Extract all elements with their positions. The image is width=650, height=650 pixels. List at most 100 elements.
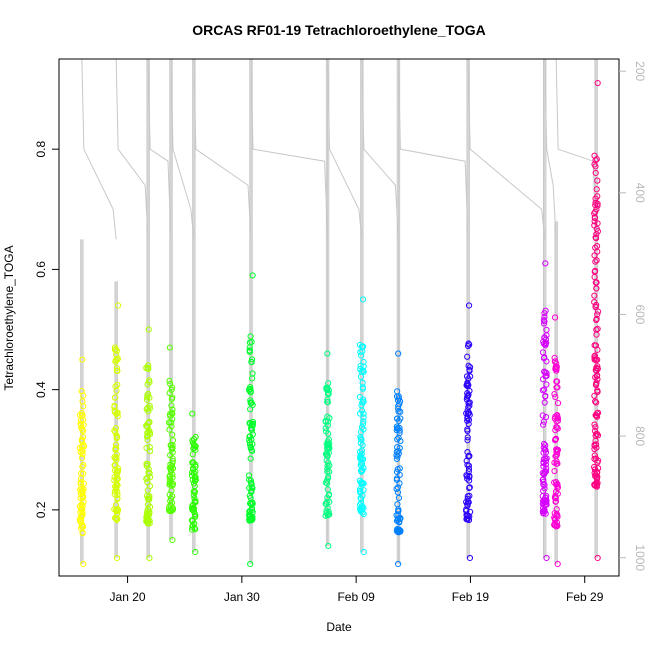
- data-point: [114, 413, 121, 420]
- data-point: [464, 390, 471, 397]
- data-point: [594, 413, 601, 420]
- y-tick-label: 0.2: [34, 501, 48, 518]
- transit-trace: [115, 58, 149, 240]
- right-y-tick-label: 1000: [633, 544, 647, 571]
- data-point: [247, 441, 254, 448]
- data-point: [463, 410, 470, 417]
- data-point: [551, 415, 558, 422]
- data-point: [324, 440, 332, 448]
- data-point: [80, 461, 87, 469]
- data-point: [111, 488, 118, 495]
- data-point: [542, 340, 549, 347]
- data-point: [169, 465, 177, 472]
- data-point: [553, 366, 560, 373]
- data-point: [169, 449, 176, 456]
- data-point: [466, 484, 473, 492]
- data-point: [189, 459, 196, 466]
- data-point: [143, 475, 150, 482]
- data-point: [326, 498, 333, 506]
- data-point: [394, 489, 402, 496]
- data-point: [554, 384, 561, 391]
- data-point: [591, 268, 598, 275]
- data-point: [465, 400, 472, 407]
- data-point: [113, 468, 120, 475]
- data-point: [248, 358, 255, 365]
- data-point: [192, 433, 199, 441]
- data-point: [358, 460, 366, 468]
- data-point: [143, 513, 150, 521]
- data-point: [594, 372, 601, 379]
- data-point: [113, 485, 120, 492]
- data-point: [591, 466, 598, 473]
- data-point: [552, 498, 560, 505]
- data-point: [395, 508, 402, 515]
- data-point: [168, 395, 175, 403]
- data-point: [541, 399, 548, 406]
- data-point: [192, 548, 199, 556]
- data-point: [247, 560, 254, 568]
- x-tick-label: Jan 20: [110, 590, 146, 604]
- data-point: [591, 463, 598, 471]
- data-point: [143, 462, 150, 469]
- data-point: [358, 495, 365, 502]
- data-point: [592, 279, 599, 286]
- data-point: [395, 395, 403, 402]
- data-point: [541, 334, 548, 341]
- data-point: [190, 488, 197, 495]
- data-point: [360, 410, 367, 417]
- data-point: [543, 381, 550, 388]
- data-point: [166, 389, 173, 397]
- data-point: [169, 410, 176, 417]
- data-point: [591, 442, 598, 449]
- data-point: [112, 383, 119, 390]
- data-point: [553, 448, 560, 456]
- data-point: [464, 473, 471, 480]
- data-point: [189, 523, 196, 531]
- data-point: [146, 379, 153, 386]
- data-point: [144, 394, 151, 401]
- data-point: [463, 457, 470, 464]
- data-point: [324, 390, 332, 397]
- data-point: [466, 492, 473, 499]
- data-point: [192, 476, 199, 484]
- data-point: [145, 362, 152, 369]
- data-point: [245, 512, 253, 519]
- data-point: [188, 517, 195, 524]
- data-point: [111, 514, 119, 522]
- data-point: [592, 244, 599, 251]
- data-point: [113, 471, 120, 478]
- data-point: [358, 447, 366, 454]
- data-point: [79, 416, 87, 424]
- data-point: [145, 326, 152, 333]
- data-point: [356, 341, 364, 349]
- data-point: [543, 492, 550, 500]
- data-point: [191, 476, 199, 483]
- data-point: [542, 498, 550, 506]
- data-point: [594, 308, 602, 315]
- data-point: [78, 424, 85, 432]
- data-point: [79, 521, 86, 528]
- data-point: [114, 367, 121, 375]
- data-point: [358, 352, 365, 359]
- data-point: [594, 177, 601, 184]
- data-point: [246, 433, 253, 440]
- data-point: [357, 373, 365, 380]
- data-point: [464, 342, 472, 350]
- data-point: [592, 374, 599, 381]
- data-point: [358, 407, 366, 414]
- data-point: [466, 341, 473, 348]
- data-point: [394, 560, 402, 568]
- data-point: [592, 412, 599, 419]
- y-tick-label: 0.6: [34, 261, 48, 278]
- data-point: [465, 465, 473, 472]
- data-point: [79, 433, 87, 441]
- data-point: [463, 516, 470, 523]
- data-point: [322, 428, 330, 435]
- x-tick-label: Feb 09: [337, 590, 375, 604]
- data-point: [189, 451, 196, 458]
- data-point: [324, 465, 331, 473]
- data-point: [465, 420, 472, 428]
- data-point: [248, 356, 256, 363]
- data-point: [168, 419, 175, 426]
- data-point: [112, 394, 119, 401]
